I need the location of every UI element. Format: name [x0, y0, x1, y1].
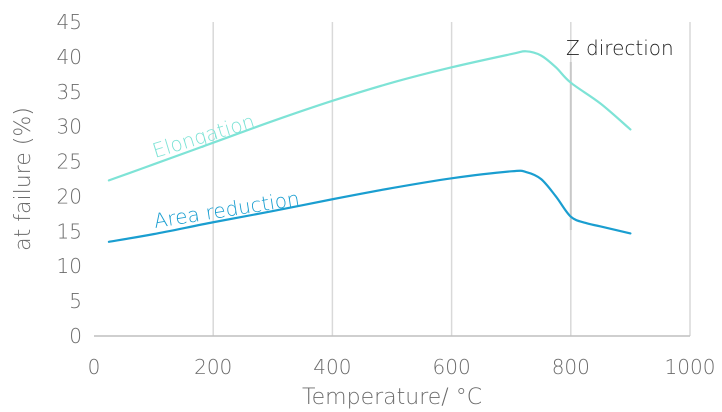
x-tick-labels: 0 200 400 600 800 1000 [88, 355, 716, 379]
x-tick-label: 0 [88, 355, 101, 379]
x-tick-label: 200 [194, 355, 232, 379]
y-tick-labels: 0 5 10 15 20 25 30 35 40 45 [57, 10, 82, 348]
y-tick-label: 20 [57, 184, 82, 208]
y-tick-label: 45 [57, 10, 82, 34]
series-line-elongation [107, 50, 632, 182]
series-line-area-reduction [107, 169, 632, 243]
z-direction-annotation: Z direction [566, 36, 674, 60]
y-tick-label: 35 [57, 80, 82, 104]
y-tick-label: 40 [57, 45, 82, 69]
y-axis-title: at failure (%) [11, 107, 36, 251]
x-tick-label: 600 [433, 355, 471, 379]
x-tick-label: 800 [552, 355, 590, 379]
series-lines [107, 50, 632, 243]
y-tick-label: 30 [57, 115, 82, 139]
x-axis-title: Temperature/ °C [302, 385, 482, 410]
x-tick-label: 1000 [665, 355, 716, 379]
x-tick-label: 400 [313, 355, 351, 379]
series-label-elongation: Elongation [149, 109, 257, 163]
y-tick-label: 5 [69, 289, 82, 313]
annotation: Z direction [566, 36, 674, 230]
y-tick-label: 25 [57, 150, 82, 174]
y-tick-label: 0 [69, 324, 82, 348]
y-tick-label: 15 [57, 219, 82, 243]
series-label-area-reduction: Area reduction [152, 186, 301, 233]
y-tick-label: 10 [57, 254, 82, 278]
